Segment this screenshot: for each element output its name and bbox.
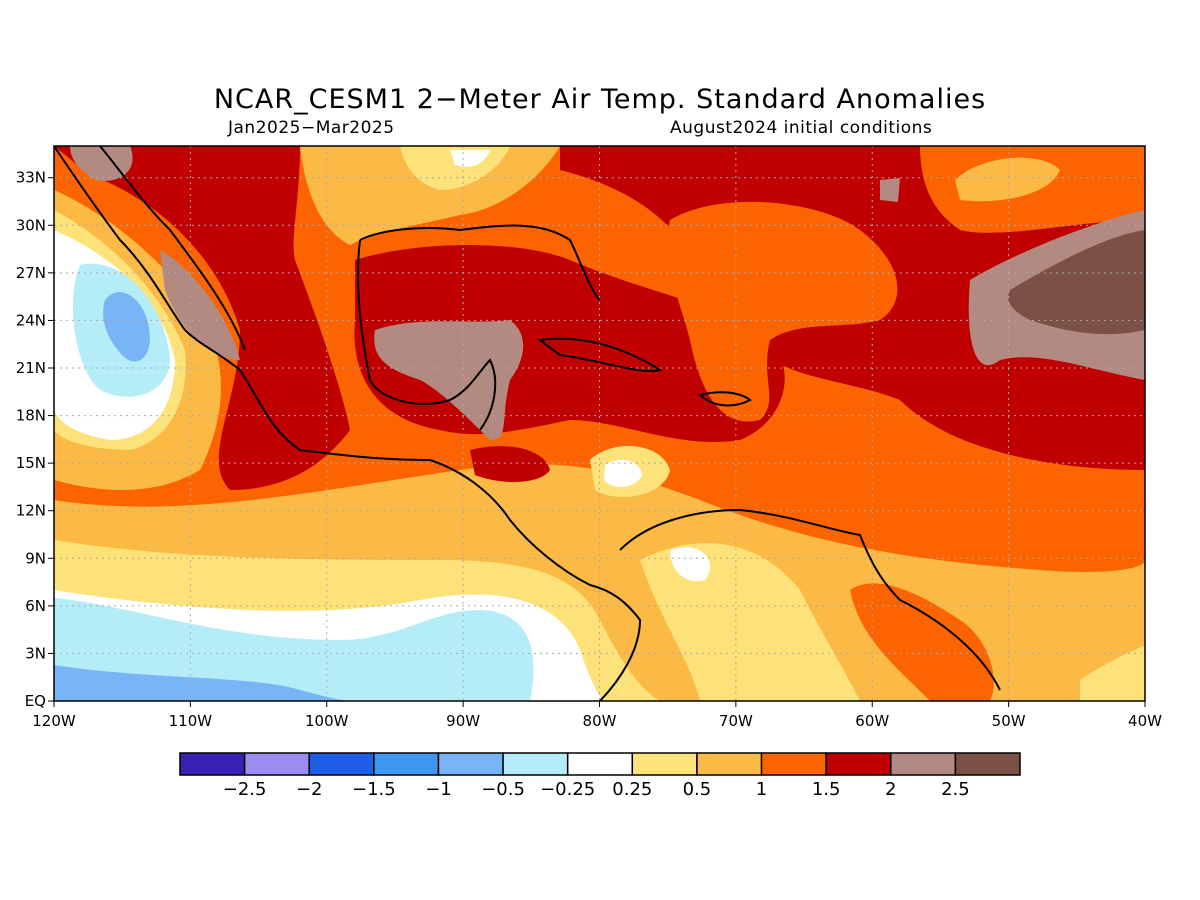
colorbar-label: −0.25 (540, 779, 595, 800)
cuba-outline (537, 337, 663, 372)
anomaly-band-1.5-guiana (850, 583, 994, 701)
anomaly-band-2.5-nw (70, 146, 133, 181)
initial-conditions: August2024 initial conditions (670, 118, 933, 138)
x-tick-label: 110W (169, 712, 213, 730)
x-tick-label: 80W (583, 712, 617, 730)
colorbar-label: 1.5 (812, 779, 841, 800)
colorbar-swatch (243, 752, 310, 776)
y-tick-label: 12N (16, 502, 46, 520)
anomaly-band-2-mexico (54, 146, 350, 490)
colorbar-label: 2.5 (941, 779, 970, 800)
colorbar-swatch (566, 752, 634, 776)
colorbar-label: −0.5 (481, 779, 525, 800)
y-tick-label: EQ (25, 692, 46, 710)
colorbar-label: 2 (885, 779, 896, 800)
colorbar-label: −1.5 (352, 779, 396, 800)
colorbar-swatch (760, 752, 827, 776)
y-tick-label: 27N (16, 264, 46, 282)
y-tick-label: 6N (25, 597, 46, 615)
colorbar-swatch (631, 752, 698, 776)
y-tick-label: 15N (16, 454, 46, 472)
anomaly-band-neg0.25 (54, 598, 534, 701)
colorbar-label: 0.25 (612, 779, 652, 800)
colorbar-swatch (502, 752, 569, 776)
anomaly-band-0.5b (640, 543, 860, 701)
south-america-coast (619, 508, 1001, 691)
colorbar-swatch (696, 752, 763, 776)
y-tick-label: 33N (16, 169, 46, 187)
x-axis: 120W 110W 100W 90W 80W 70W 60W 50W 40W (32, 701, 1162, 730)
y-tick-label: 9N (25, 549, 46, 567)
x-tick-label: 40W (1128, 712, 1162, 730)
anomaly-band-0.25-us (450, 150, 490, 167)
x-tick-label: 100W (305, 712, 349, 730)
gulf-coast (357, 224, 601, 431)
x-tick-label: 70W (719, 712, 753, 730)
anomaly-band-1-us (300, 146, 560, 245)
colorbar-label: −2 (296, 779, 323, 800)
anomaly-band-0.25-carib (604, 459, 642, 487)
colorbar-swatch (954, 752, 1021, 776)
anomaly-band-2.5plus-atlantic (1008, 230, 1145, 335)
colorbar-swatch (825, 752, 892, 776)
anomaly-band-2.5-baja (160, 250, 240, 360)
forecast-period: Jan2025−Mar2025 (228, 118, 395, 138)
anomaly-band-0.25b (670, 547, 711, 582)
y-axis: EQ 3N 6N 9N 12N 15N 18N 21N 24N 27N 30N 33N (16, 169, 54, 710)
anomaly-band-1.5-atlantic (667, 201, 898, 422)
x-tick-label: 60W (855, 712, 889, 730)
y-tick-label: 24N (16, 311, 46, 329)
pacific-coast (54, 146, 642, 701)
colorbar-label: 0.5 (683, 779, 712, 800)
colorbar-swatch (308, 752, 375, 776)
colorbar-swatch (373, 752, 440, 776)
colorbar: −2.5 −2 −1.5 −1 −0.5 −0.25 0.25 0.5 1 1.5 2 2.5 (179, 752, 1021, 800)
hispaniola-outline (697, 391, 752, 407)
x-tick-label: 50W (992, 712, 1026, 730)
anomaly-band-2.5-small (880, 178, 900, 202)
colorbar-label: −1 (425, 779, 452, 800)
anomaly-band-neg0.5-pacific (103, 292, 150, 362)
y-tick-label: 30N (16, 216, 46, 234)
anomaly-band-0.5c (1080, 645, 1145, 701)
y-tick-label: 21N (16, 359, 46, 377)
map-title: NCAR_CESM1 2−Meter Air Temp. Standard An… (213, 84, 987, 115)
colorbar-label: 1 (756, 779, 767, 800)
y-tick-label: 18N (16, 407, 46, 425)
anomaly-band-1-ne (955, 157, 1060, 202)
anomaly-band-2.5-gulf (374, 320, 524, 440)
x-tick-label: 120W (32, 712, 76, 730)
anomaly-field (54, 146, 1145, 701)
gulf-of-california (99, 146, 246, 351)
colorbar-swatch (179, 752, 246, 776)
x-tick-label: 90W (446, 712, 480, 730)
colorbar-swatch (437, 752, 504, 776)
coastlines (54, 146, 1001, 701)
colorbar-swatch (890, 752, 957, 776)
colorbar-label: −2.5 (223, 779, 267, 800)
y-tick-label: 3N (25, 644, 46, 662)
anomaly-band-2-honduras (470, 446, 550, 482)
anomaly-band-neg0.5 (54, 665, 350, 701)
